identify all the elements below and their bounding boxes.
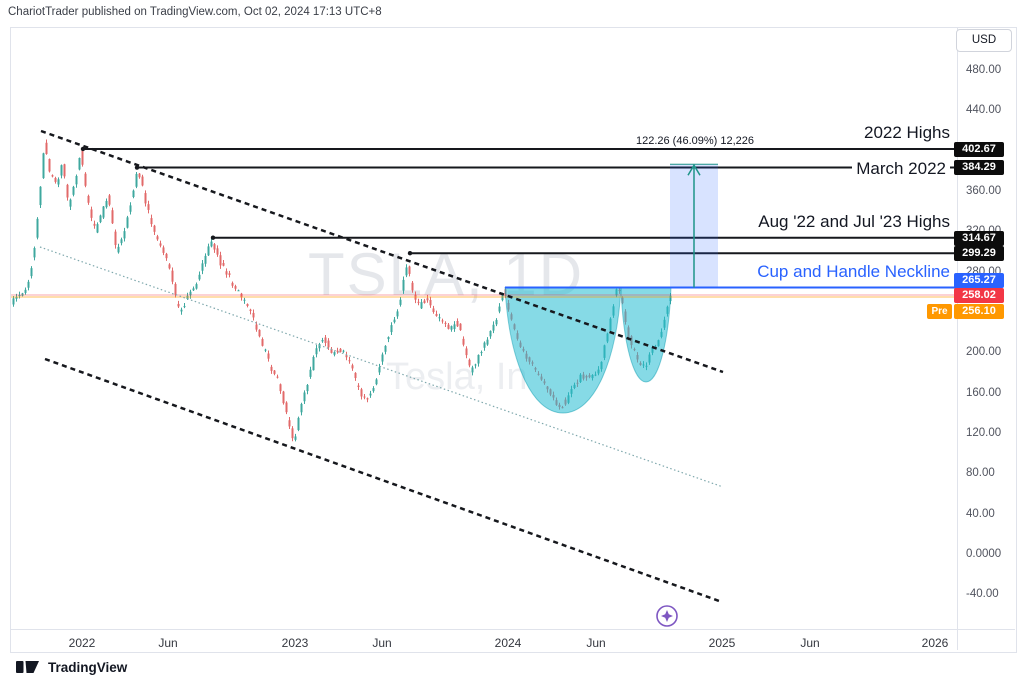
annotation-2022-highs[interactable]: 2022 Highs: [863, 123, 950, 142]
tradingview-brand-text: TradingView: [48, 659, 128, 675]
price-tick-label: 160.00: [966, 386, 1002, 399]
cup-and-handle-pattern[interactable]: [504, 287, 672, 414]
measurement-label[interactable]: 122.26 (46.09%) 12,226: [635, 135, 755, 147]
price-tick-label: 80.00: [966, 467, 995, 480]
axis-price-label: 314.67: [954, 230, 1004, 246]
tradingview-logo-icon[interactable]: [16, 658, 40, 676]
price-axis-separator: [957, 28, 958, 650]
axis-price-label: 384.29: [954, 160, 1004, 175]
time-tick-label: Jun: [372, 636, 392, 650]
time-tick-label: Jun: [586, 636, 606, 650]
axis-price-label: 265.27: [954, 272, 1004, 288]
level-line-anchor[interactable]: [210, 235, 216, 240]
annotation-march-2022[interactable]: March 2022: [852, 159, 950, 179]
time-tick-label: 2026: [921, 636, 949, 650]
level-line-anchor[interactable]: [80, 146, 86, 152]
currency-button[interactable]: USD: [956, 29, 1012, 52]
axis-price-label: 256.10: [954, 303, 1004, 319]
time-tick-label: 2023: [281, 636, 309, 650]
trend-channel-line[interactable]: [40, 129, 724, 374]
measurement-tool[interactable]: [670, 163, 718, 288]
level-line-anchor[interactable]: [407, 251, 413, 256]
price-tick-label: 40.00: [966, 507, 995, 520]
annotation-cup-handle-neckline[interactable]: Cup and Handle Neckline: [757, 262, 950, 281]
annotation-aug-jul-highs[interactable]: Aug '22 and Jul '23 Highs: [758, 212, 950, 231]
footer: TradingView: [16, 658, 127, 676]
axis-price-label: 258.02: [954, 287, 1004, 303]
time-tick-label: Jun: [158, 636, 178, 650]
trend-channel-line[interactable]: [39, 246, 724, 488]
idea-marker-button[interactable]: [656, 605, 678, 627]
price-tick-label: -40.00: [966, 588, 999, 601]
axis-price-label: 299.29: [954, 245, 1004, 261]
attribution-text: ChariotTrader published on TradingView.c…: [8, 6, 382, 18]
price-tick-label: 200.00: [966, 346, 1002, 359]
premarket-badge: Pre: [927, 303, 952, 319]
price-tick-label: 120.00: [966, 427, 1002, 439]
price-tick-label: 360.00: [966, 185, 1002, 197]
time-tick-label: 2024: [494, 636, 522, 650]
price-tick-label: 440.00: [966, 104, 1002, 117]
time-tick-label: Jun: [800, 636, 820, 650]
trend-channel-line[interactable]: [44, 357, 723, 604]
time-tick-label: 2022: [68, 636, 96, 650]
time-axis-separator: [11, 629, 1015, 630]
chart-pane-border: [10, 27, 1017, 653]
price-tick-label: 0.0000: [966, 548, 1002, 560]
price-tick-label: 480.00: [966, 64, 1002, 76]
level-line-anchor[interactable]: [134, 165, 140, 170]
axis-price-label: 402.67: [954, 141, 1004, 157]
time-tick-label: 2025: [708, 636, 736, 650]
